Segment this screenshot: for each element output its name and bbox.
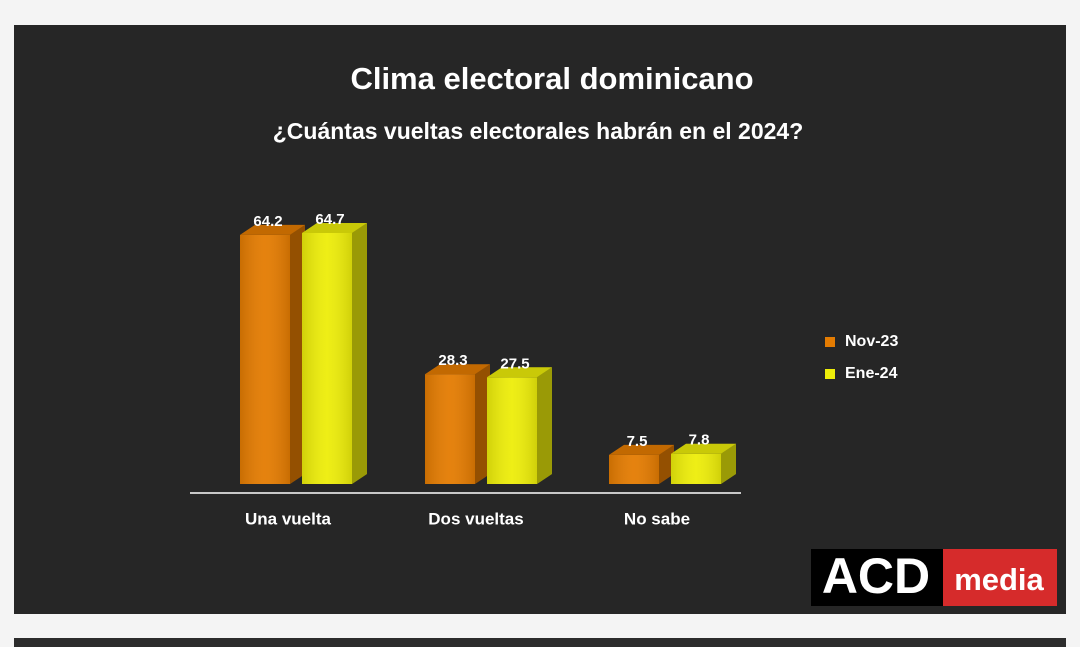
bar-side <box>537 367 552 484</box>
bar-top <box>671 443 736 454</box>
value-label: 64.7 <box>315 211 344 228</box>
bar <box>487 367 552 484</box>
x-tick-label: Dos vueltas <box>428 509 523 528</box>
bar-side-shade <box>537 367 552 484</box>
x-tick-label: No sabe <box>624 509 690 528</box>
bar <box>240 224 305 485</box>
logo-right: media <box>954 562 1044 597</box>
legend-label: Ene-24 <box>845 365 898 382</box>
bar <box>425 364 490 484</box>
logo: ACD media <box>811 548 1057 606</box>
bar-side <box>475 364 490 484</box>
bar-front-shade <box>487 377 537 484</box>
bar-side <box>721 443 736 484</box>
legend-swatch <box>825 337 835 347</box>
x-tick-label: Una vuelta <box>245 509 332 528</box>
bar-top <box>302 222 367 233</box>
bar-top-shade <box>302 222 367 233</box>
value-label: 64.2 <box>253 213 282 230</box>
bar-front-shade <box>425 374 475 484</box>
legend-label: Nov-23 <box>845 333 898 350</box>
bar-top-shade <box>671 443 736 454</box>
bar <box>609 444 674 484</box>
bar-side-shade <box>659 444 674 484</box>
bar-side-shade <box>475 364 490 484</box>
chart-subtitle: ¿Cuántas vueltas electorales habrán en e… <box>273 118 804 144</box>
bar-top <box>240 224 305 235</box>
slide <box>14 25 1066 614</box>
bar <box>302 222 367 485</box>
value-label: 27.5 <box>500 355 529 372</box>
bar <box>671 443 736 484</box>
bar-front-shade <box>240 234 290 484</box>
bar-top <box>487 367 552 378</box>
bar-front-shade <box>671 453 721 484</box>
bar-top-shade <box>425 364 490 375</box>
bar-side <box>659 444 674 484</box>
bar-top <box>609 444 674 455</box>
bar-front-shade <box>302 232 352 484</box>
value-label: 7.8 <box>689 432 710 449</box>
legend-swatch <box>825 369 835 379</box>
value-label: 28.3 <box>438 352 467 369</box>
bar-side-shade <box>352 222 367 485</box>
bar-top-shade <box>240 224 305 235</box>
bar-top-shade <box>487 367 552 378</box>
value-label: 7.5 <box>627 433 648 450</box>
bar-side-shade <box>721 443 736 484</box>
bar-top-shade <box>609 444 674 455</box>
logo-left: ACD <box>822 548 930 604</box>
bar-front-shade <box>609 454 659 484</box>
chart-title: Clima electoral dominicano <box>350 61 753 96</box>
logo-right-box <box>943 549 1057 606</box>
bar-top <box>425 364 490 375</box>
bar-side-shade <box>290 224 305 485</box>
next-slide <box>14 638 1066 647</box>
bar-side <box>290 224 305 485</box>
logo-left-box <box>811 549 945 606</box>
bar-side <box>352 222 367 485</box>
